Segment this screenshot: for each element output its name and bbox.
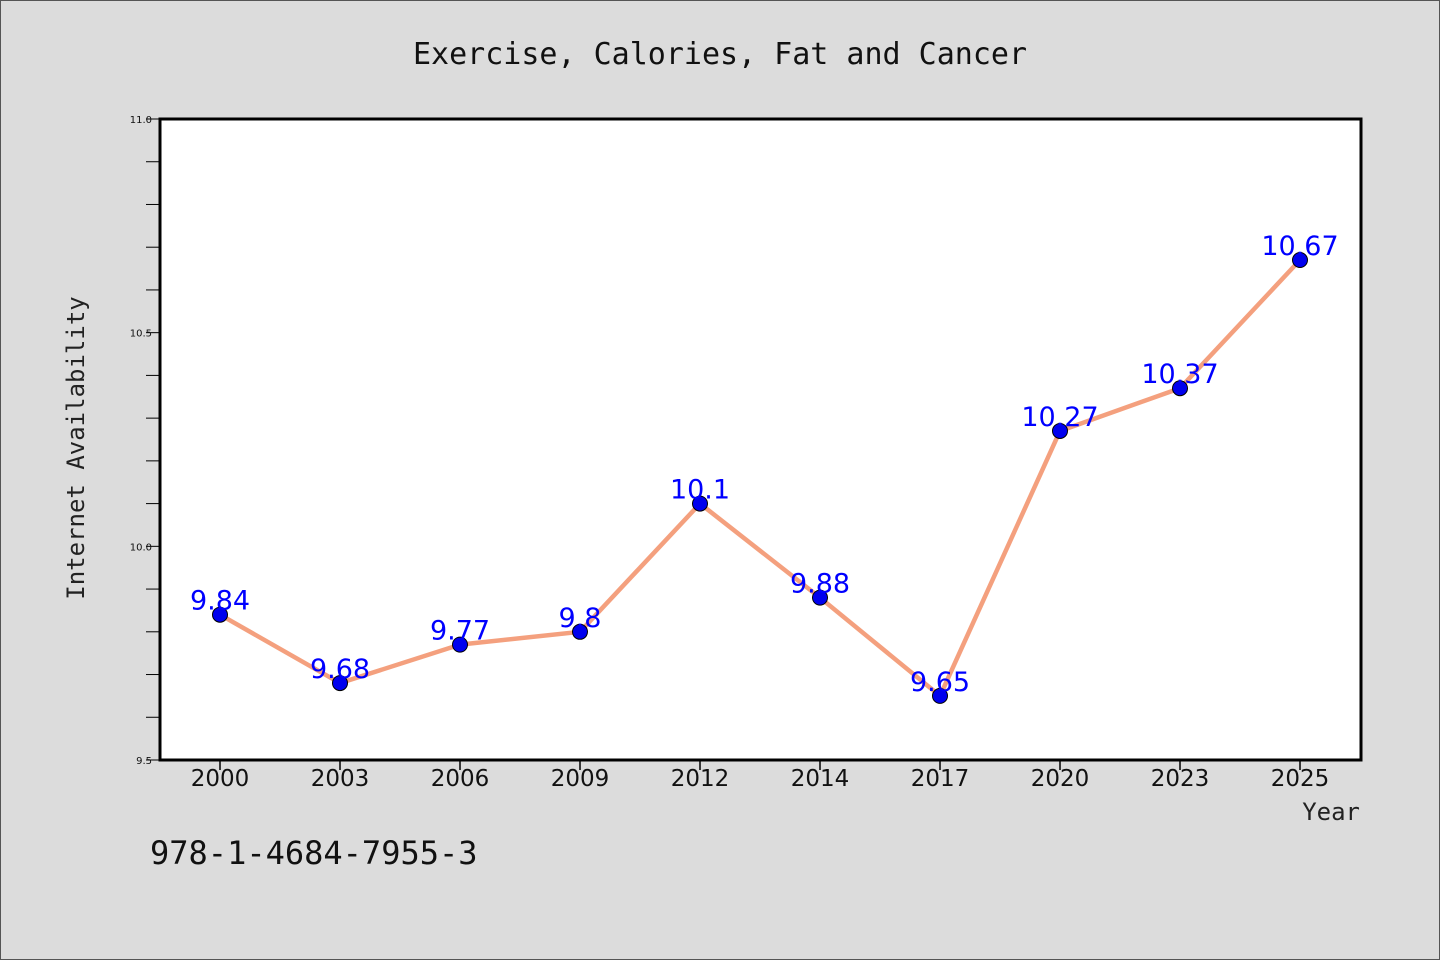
x-tick-label: 2009 (551, 766, 610, 792)
x-tick-label: 2003 (311, 766, 370, 792)
x-axis: 2000 2003 2006 2009 2012 2014 2017 2020 2023 2025 (191, 760, 1330, 792)
data-point-2009 (572, 623, 588, 640)
y-tick-label: 10.0 (130, 542, 152, 553)
x-tick-label: 2000 (191, 766, 250, 792)
data-label-2023: 10.37 (1141, 359, 1218, 390)
y-axis: 9.5 10.0 10.5 11.0 (130, 115, 160, 767)
data-label-2012: 10.1 (670, 475, 730, 506)
data-point-2014 (812, 589, 828, 606)
y-tick-label: 10.5 (130, 329, 152, 340)
x-tick-label: 2023 (1151, 766, 1210, 792)
data-point-2020 (1052, 422, 1068, 439)
plot-area (158, 117, 1363, 762)
x-tick-label: 2006 (431, 766, 490, 792)
x-axis-label: Year (1302, 798, 1360, 826)
data-label-2003: 9.68 (310, 654, 370, 685)
data-label-2006: 9.77 (430, 616, 490, 647)
data-markers (212, 252, 1308, 704)
y-tick-label: 11.0 (130, 115, 152, 126)
series-polyline (218, 258, 1302, 699)
data-point-2025 (1292, 252, 1308, 269)
data-label-2025: 10.67 (1261, 231, 1338, 262)
x-tick-label: 2017 (911, 766, 970, 792)
chart-title: Exercise, Calories, Fat and Cancer (413, 37, 1027, 72)
x-tick-label: 2020 (1031, 766, 1090, 792)
series-line (218, 258, 1302, 699)
data-point-2023 (1172, 380, 1188, 397)
data-point-2006 (452, 636, 468, 653)
data-point-2017 (932, 687, 948, 704)
isbn-text: 978-1-4684-7955-3 (150, 834, 478, 872)
data-label-2009: 9.8 (559, 603, 602, 634)
data-point-2012 (692, 495, 708, 512)
data-label-2000: 9.84 (190, 586, 250, 617)
x-tick-label: 2025 (1271, 766, 1330, 792)
x-tick-label: 2012 (671, 766, 730, 792)
data-point-2003 (332, 675, 348, 692)
data-point-2000 (212, 606, 228, 623)
data-label-2017: 9.65 (910, 667, 970, 698)
data-labels: 9.84 9.68 9.77 9.8 10.1 9.88 9.65 10.27 10.37 10.… (190, 231, 1339, 698)
x-tick-label: 2014 (791, 766, 850, 792)
y-tick-label: 9.5 (136, 756, 152, 767)
y-axis-label: Internet Availability (62, 296, 90, 599)
data-label-2020: 10.27 (1021, 402, 1098, 433)
data-label-2014: 9.88 (790, 569, 850, 600)
